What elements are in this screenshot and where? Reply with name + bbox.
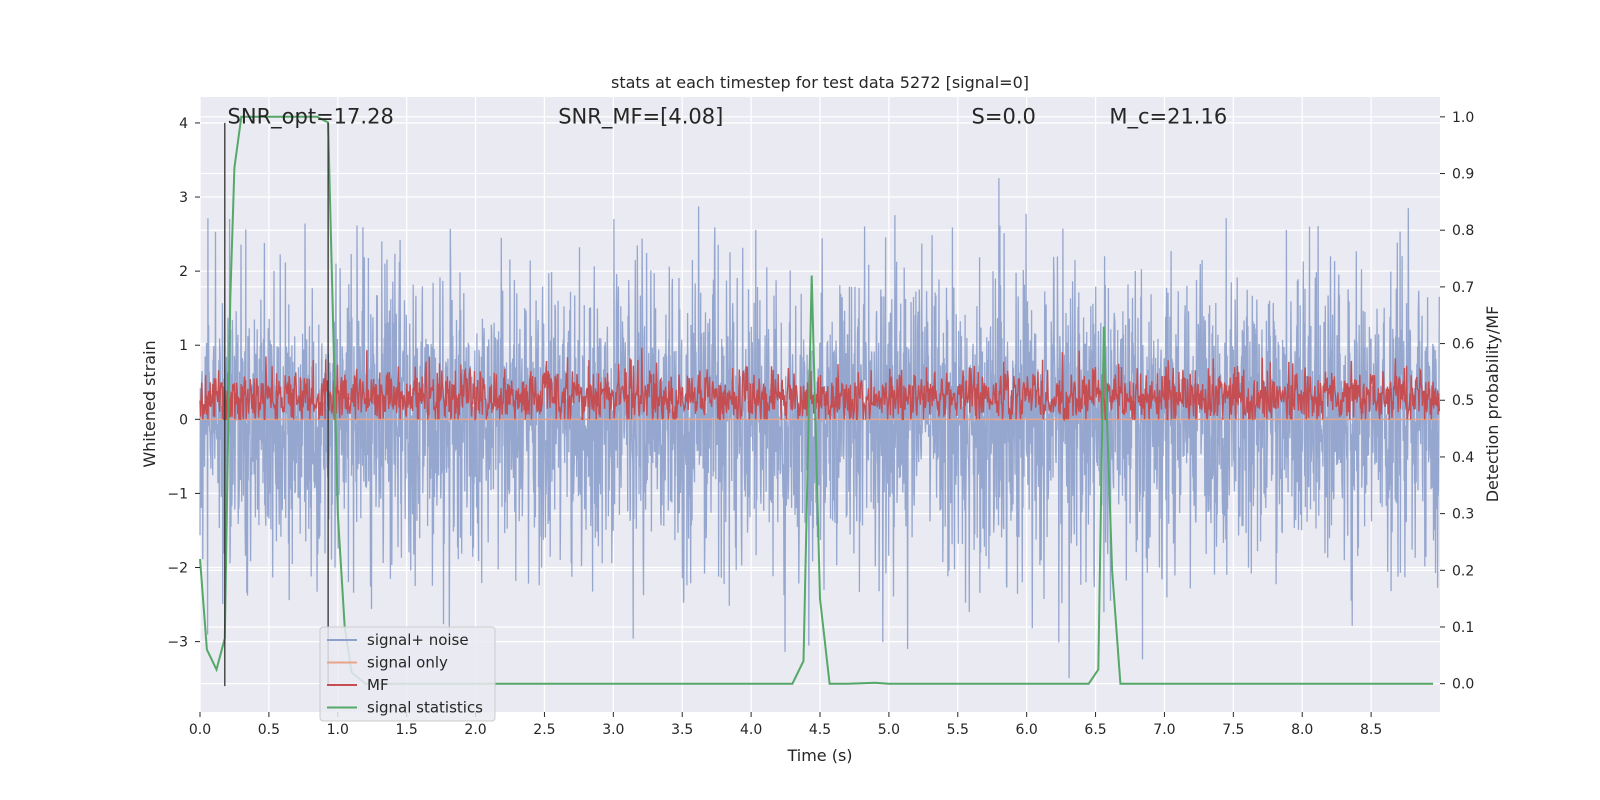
y-left-tick-2: −1 (167, 486, 188, 502)
y-left-tick-7: 4 (179, 116, 188, 132)
annotation-2: S=0.0 (972, 105, 1036, 129)
y-right-tick-9: 0.9 (1452, 167, 1474, 183)
legend-label-1: signal only (367, 654, 448, 672)
x-tick-17: 8.5 (1360, 722, 1382, 738)
y-right-tick-8: 0.8 (1452, 223, 1474, 239)
x-tick-7: 3.5 (671, 722, 693, 738)
ticks: 0.0 0.5 1.0 1.5 2.0 2.5 3.0 3.5 4.0 4.5 5.0 5.5 6.0 6… (167, 110, 1474, 738)
legend-label-2: MF (367, 676, 389, 694)
x-tick-16: 8.0 (1291, 722, 1313, 738)
x-tick-3: 1.5 (396, 722, 418, 738)
x-tick-9: 4.5 (809, 722, 831, 738)
y-right-tick-5: 0.5 (1452, 393, 1474, 409)
series-signal-noise (199, 178, 1440, 679)
y-right-tick-7: 0.7 (1452, 280, 1474, 296)
series-mf (199, 347, 1440, 423)
legend-label-0: signal+ noise (367, 631, 469, 649)
y-left-tick-0: −3 (167, 635, 188, 651)
y-left-tick-1: −2 (167, 561, 188, 577)
x-tick-2: 1.0 (327, 722, 349, 738)
legend-box (319, 626, 496, 722)
x-axis-label: Time (s) (786, 746, 852, 765)
x-tick-8: 4.0 (740, 722, 762, 738)
y-right-tick-10: 1.0 (1452, 110, 1474, 126)
x-tick-6: 3.0 (602, 722, 624, 738)
annotation-3: M_c=21.16 (1109, 105, 1227, 130)
y-right-tick-2: 0.2 (1452, 563, 1474, 579)
legend: signal+ noise signal only MF signal statist… (319, 626, 496, 722)
y-right-tick-0: 0.0 (1452, 677, 1474, 693)
x-tick-10: 5.0 (878, 722, 900, 738)
y-right-tick-4: 0.4 (1452, 450, 1474, 466)
plot-series (199, 115, 1440, 687)
x-tick-1: 0.5 (258, 722, 280, 738)
annotations: SNR_opt=17.28 SNR_MF=[4.08] S=0.0 M_c=21.16 (228, 105, 1228, 130)
annotation-0: SNR_opt=17.28 (228, 105, 394, 130)
y-left-tick-3: 0 (179, 412, 188, 428)
x-tick-5: 2.5 (533, 722, 555, 738)
series-signal-statistics (199, 115, 1434, 685)
chart-title: stats at each timestep for test data 527… (611, 73, 1029, 92)
legend-label-3: signal statistics (367, 699, 483, 717)
x-tick-11: 5.5 (947, 722, 969, 738)
y-left-tick-6: 3 (179, 190, 188, 206)
x-tick-12: 6.0 (1016, 722, 1038, 738)
y-right-tick-3: 0.3 (1452, 507, 1474, 523)
x-tick-14: 7.0 (1153, 722, 1175, 738)
y-axis-label-right: Detection probability/MF (1483, 306, 1502, 503)
y-axis-label-left: Whitened strain (140, 340, 159, 467)
y-right-tick-1: 0.1 (1452, 620, 1474, 636)
legend-entries: signal+ noise signal only MF signal statist… (327, 631, 483, 717)
x-tick-4: 2.0 (464, 722, 486, 738)
annotation-1: SNR_MF=[4.08] (558, 105, 723, 130)
x-tick-0: 0.0 (189, 722, 211, 738)
y-left-tick-4: 1 (179, 338, 188, 354)
x-tick-15: 7.5 (1222, 722, 1244, 738)
y-right-tick-6: 0.6 (1452, 337, 1474, 353)
x-tick-13: 6.5 (1084, 722, 1106, 738)
y-left-tick-5: 2 (179, 264, 188, 280)
